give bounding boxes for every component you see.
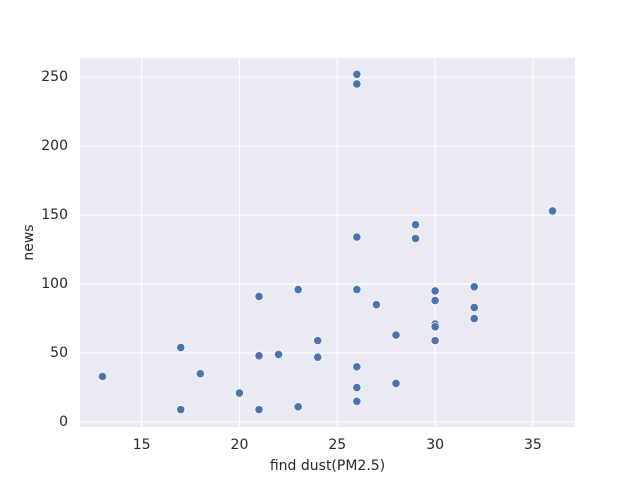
point bbox=[97, 371, 108, 382]
point bbox=[176, 405, 186, 415]
point bbox=[352, 382, 362, 393]
x-tick-label: 25 bbox=[328, 437, 346, 453]
point bbox=[469, 282, 479, 292]
y-tick-label: 250 bbox=[41, 69, 68, 85]
point bbox=[293, 402, 303, 412]
plot-area bbox=[80, 58, 575, 427]
y-tick-label: 200 bbox=[41, 138, 68, 154]
point bbox=[293, 284, 303, 295]
point bbox=[352, 69, 362, 79]
x-tick-label: 15 bbox=[133, 437, 151, 453]
point bbox=[469, 313, 479, 324]
point bbox=[430, 295, 440, 306]
point bbox=[313, 352, 323, 362]
y-tick-label: 50 bbox=[50, 345, 68, 361]
point bbox=[410, 233, 421, 244]
point bbox=[352, 396, 362, 406]
point bbox=[352, 79, 362, 89]
point bbox=[352, 362, 362, 372]
y-axis-label: news bbox=[21, 224, 37, 260]
x-tick-label: 30 bbox=[426, 437, 444, 453]
y-tick-label: 150 bbox=[41, 207, 68, 223]
grid bbox=[80, 58, 575, 427]
point bbox=[469, 302, 479, 313]
point bbox=[176, 342, 186, 353]
point bbox=[313, 336, 323, 346]
x-axis-label: find dust(PM2.5) bbox=[270, 458, 385, 474]
point bbox=[234, 388, 245, 398]
point bbox=[254, 291, 264, 302]
point bbox=[371, 300, 382, 310]
x-tick-label: 35 bbox=[524, 437, 542, 453]
point bbox=[547, 206, 558, 216]
point bbox=[391, 330, 401, 340]
ticks: 15 20 25 30 35 0 50 100 150 200 250 bbox=[41, 69, 542, 453]
point bbox=[391, 378, 401, 388]
point bbox=[273, 349, 284, 360]
point bbox=[352, 284, 362, 295]
point bbox=[410, 220, 421, 230]
point bbox=[352, 232, 362, 242]
points bbox=[97, 69, 558, 415]
point bbox=[195, 369, 205, 379]
point bbox=[430, 286, 440, 296]
y-tick-label: 0 bbox=[59, 414, 68, 430]
point bbox=[430, 336, 440, 346]
y-tick-label: 100 bbox=[41, 276, 68, 292]
point bbox=[430, 322, 440, 332]
point bbox=[254, 351, 264, 361]
x-tick-label: 20 bbox=[231, 437, 249, 453]
point bbox=[254, 405, 264, 415]
